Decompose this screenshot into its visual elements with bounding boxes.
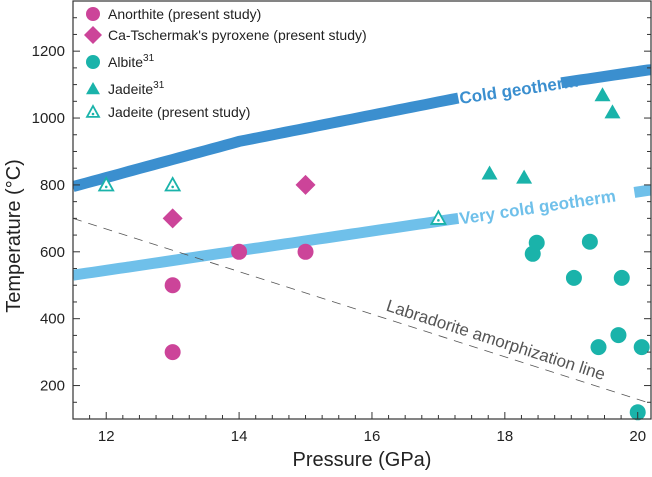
anorthite-present-study-point <box>297 243 314 260</box>
legend-jadeite-present-study: Jadeite (present study) <box>85 104 250 120</box>
ca-tschermak-s-pyroxene-present-study-point <box>295 174 316 195</box>
legend-jadeite-present-study-marker-dot <box>91 112 95 116</box>
x-tick-label: 12 <box>98 428 115 445</box>
legend-jadeite-present-study-text: Jadeite (present study) <box>108 104 250 120</box>
albite-point <box>610 327 627 344</box>
legend-jadeite-present-study-label: Jadeite (present study) <box>108 104 250 120</box>
anorthite-present-study-point <box>164 277 181 294</box>
legend-jadeite-label: Jadeite31 <box>108 80 165 97</box>
cold-geotherm-line-end <box>560 64 651 89</box>
jadeite-present-study-point-dot <box>104 185 108 189</box>
legend-albite: Albite31 <box>86 53 155 70</box>
jadeite-point <box>594 87 611 102</box>
legend-albite-text: Albite <box>108 54 143 70</box>
x-tick-label: 14 <box>231 428 248 445</box>
axes: 12 14 16 18 20 200 400 600 800 1000 1200 <box>32 0 652 445</box>
jadeite-present-study-point-dot <box>171 185 174 189</box>
legend-jadeite-superscript: 31 <box>153 80 165 91</box>
legend-jadeite-present-study-marker-outline <box>85 104 101 118</box>
cold-geotherm-line <box>73 92 460 192</box>
very-cold-geotherm-label: Very cold geotherm <box>458 186 617 228</box>
legend-albite-superscript: 31 <box>143 53 155 64</box>
cold-geotherm-label: Cold geotherm <box>458 72 579 108</box>
jadeite-present-study-point <box>97 176 115 192</box>
legend-ca-tschermak-s-pyroxene-present-study: Ca-Tschermak's pyroxene (present study) <box>84 26 367 44</box>
legend: Anorthite (present study) Ca-Tschermak's … <box>84 6 367 120</box>
albite-point <box>613 269 630 286</box>
y-tick-label: 200 <box>40 378 65 395</box>
jadeite-present-study-point-dot <box>437 219 440 222</box>
albite-point <box>581 233 598 250</box>
y-tick-label: 400 <box>40 311 65 328</box>
legend-jadeite-present-study-marker <box>85 104 101 118</box>
legend-jadeite-marker <box>86 82 100 95</box>
x-axis-label: Pressure (GPa) <box>293 449 432 471</box>
legend-anorthite-present-study: Anorthite (present study) <box>86 6 261 22</box>
y-tick-label: 800 <box>40 177 65 194</box>
x-tick-label: 16 <box>364 428 381 445</box>
legend-jadeite: Jadeite31 <box>86 80 165 97</box>
jadeite-present-study-point <box>164 176 182 192</box>
jadeite-present-study-point-outline <box>429 209 447 225</box>
labradorite-amorphization-line-label: Labradorite amorphization line <box>384 296 608 384</box>
albite-point <box>590 339 607 356</box>
legend-anorthite-present-study-text: Anorthite (present study) <box>108 6 261 22</box>
albite-point <box>565 269 582 286</box>
y-tick-label: 1200 <box>32 43 65 60</box>
albite-point <box>528 234 545 251</box>
jadeite-present-study-point <box>429 209 447 225</box>
anorthite-present-study-point <box>231 243 248 260</box>
legend-jadeite-text: Jadeite <box>108 81 153 97</box>
jadeite-point <box>481 165 498 180</box>
legend-ca-tschermak-s-pyroxene-present-study-text: Ca-Tschermak's pyroxene (present study) <box>108 27 367 43</box>
plot-content <box>73 64 651 404</box>
ca-tschermak-s-pyroxene-present-study-point <box>162 208 183 229</box>
legend-albite-marker <box>86 55 100 69</box>
y-tick-label: 600 <box>40 244 65 261</box>
very-cold-geotherm-line <box>73 212 460 281</box>
x-tick-label: 20 <box>629 428 646 445</box>
albite-point <box>633 339 650 356</box>
jadeite-point <box>604 104 621 119</box>
plot-area: Cold geotherm Very cold geotherm Labradori… <box>73 64 651 421</box>
y-axis-label: Temperature (°C) <box>3 159 25 313</box>
legend-anorthite-present-study-marker <box>86 7 100 21</box>
jadeite-point <box>516 169 533 184</box>
legend-ca-tschermak-s-pyroxene-present-study-marker <box>84 26 102 44</box>
legend-ca-tschermak-s-pyroxene-present-study-label: Ca-Tschermak's pyroxene (present study) <box>108 27 367 43</box>
very-cold-geotherm-line-end <box>633 184 651 198</box>
labradorite-amorphization-line-line <box>73 217 651 404</box>
x-tick-label: 18 <box>496 428 513 445</box>
jadeite-present-study-point-outline <box>97 176 115 192</box>
legend-albite-label: Albite31 <box>108 53 155 70</box>
anorthite-present-study-point <box>164 344 181 361</box>
legend-anorthite-present-study-label: Anorthite (present study) <box>108 6 261 22</box>
y-tick-label: 1000 <box>32 110 65 127</box>
jadeite-present-study-point-outline <box>164 176 182 192</box>
axes-frame <box>72 0 652 420</box>
